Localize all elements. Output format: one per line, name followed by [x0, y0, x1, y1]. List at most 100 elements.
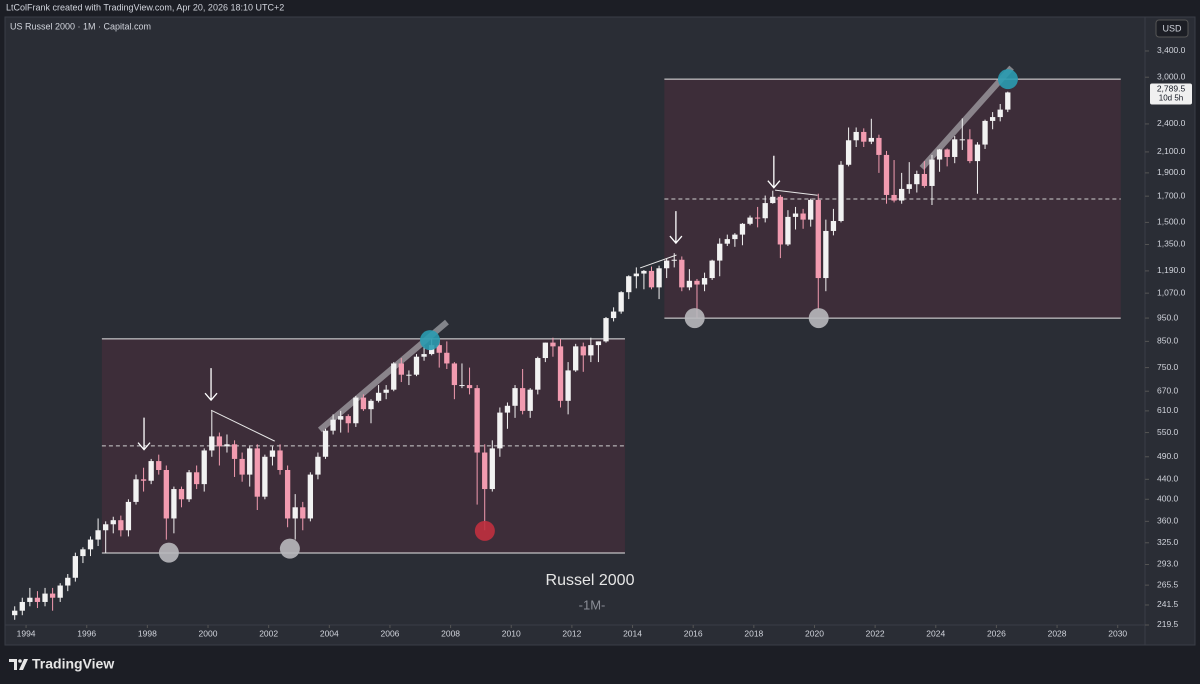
x-tick-label: 2022 [866, 628, 885, 638]
marker-circle [158, 542, 179, 563]
y-tick-label: 265.5 [1157, 579, 1179, 589]
plot-area [12, 65, 1121, 620]
brand-name[interactable]: TradingView [32, 656, 114, 672]
candle-body [459, 385, 465, 387]
candle-body [133, 479, 139, 502]
candle-body [861, 131, 867, 142]
candle-body [754, 217, 761, 219]
arrow [137, 417, 151, 451]
candle-body [815, 199, 821, 279]
candle-body [580, 346, 586, 356]
candle-body [906, 184, 912, 189]
candle-body [853, 131, 859, 141]
candle-body [292, 507, 298, 519]
candle-body [269, 450, 276, 457]
y-tick-label: 400.0 [1157, 494, 1179, 504]
y-tick-label: 1,190.0 [1157, 265, 1186, 275]
candle-body [595, 341, 602, 346]
y-tick-label: 750.0 [1157, 362, 1179, 372]
candle-body [519, 388, 526, 411]
candle-body [42, 593, 48, 602]
arrow [767, 155, 781, 189]
candle-body [982, 120, 988, 145]
candle-body [27, 597, 33, 602]
candle-body [876, 137, 882, 155]
currency-box[interactable] [1155, 19, 1189, 38]
candle-body [838, 164, 844, 222]
candle-body [663, 260, 670, 269]
candle-body [315, 456, 321, 475]
y-tick-label: 325.0 [1157, 537, 1179, 547]
candle-body [936, 149, 943, 160]
candle-body [641, 270, 647, 274]
currency[interactable]: USD [1162, 23, 1182, 33]
x-tick-label: 2018 [744, 628, 763, 638]
candle-body [671, 259, 677, 261]
marker-circle [684, 308, 705, 329]
candle-body [762, 203, 768, 219]
y-tick-label: 1,350.0 [1157, 239, 1186, 249]
candle-body [914, 173, 920, 185]
x-tick-label: 2008 [441, 628, 460, 638]
y-tick-label: 1,070.0 [1157, 287, 1186, 297]
candle-body [19, 601, 25, 611]
trend-line [210, 409, 275, 442]
last-price-box [1150, 83, 1192, 105]
candle-body [883, 154, 890, 195]
chart-annotation: -1M- [579, 597, 606, 612]
trend-line [774, 189, 818, 196]
candle-body [686, 280, 693, 288]
candle-body [171, 489, 177, 519]
x-tick-label: 2010 [502, 628, 521, 638]
candle-body [216, 436, 223, 447]
x-tick-label: 2020 [805, 628, 824, 638]
candle-body [952, 139, 958, 157]
chart-panel [4, 16, 1196, 646]
candle-body [808, 199, 814, 220]
candle-body [777, 196, 784, 245]
candle-body [300, 507, 306, 519]
logo-icon [9, 659, 28, 670]
x-tick-label: 2028 [1048, 628, 1067, 638]
candle-body [178, 489, 185, 500]
candle-body [1005, 92, 1011, 110]
candle-body [375, 392, 382, 401]
candle-body [899, 188, 905, 201]
candle-body [95, 530, 101, 540]
candle-body [118, 520, 124, 531]
candle-body [823, 230, 829, 279]
candle-body [49, 593, 56, 598]
candle-body [125, 501, 132, 531]
candle-body [633, 273, 639, 277]
y-tick-label: 670.0 [1157, 385, 1179, 395]
candle-body [921, 173, 928, 186]
y-tick-label: 1,900.0 [1157, 167, 1186, 177]
candle-body [610, 311, 617, 319]
candle-body [353, 397, 359, 424]
candle-body [444, 352, 450, 364]
candle-body [140, 479, 147, 481]
y-tick-label: 2,400.0 [1157, 118, 1186, 128]
y-tick-label: 293.0 [1157, 559, 1179, 569]
logo-dot [18, 659, 22, 663]
candle-body [512, 388, 518, 406]
candle-body [239, 458, 245, 475]
candle-body [224, 444, 230, 447]
candle-body [80, 549, 86, 557]
candle-body [997, 109, 1003, 118]
candle-body [482, 452, 488, 490]
candle-body [967, 139, 973, 162]
y-tick-label: 490.0 [1157, 451, 1179, 461]
candle-body [573, 346, 579, 371]
x-tick-label: 2026 [987, 628, 1006, 638]
candle-body [87, 539, 94, 550]
chart-annotation: Russel 2000 [546, 572, 635, 589]
candle-body [474, 388, 480, 453]
candle-body [785, 216, 791, 245]
candle-body [322, 430, 329, 457]
marker-circle [808, 308, 829, 329]
x-tick-label: 2004 [320, 628, 339, 638]
candle-body [12, 610, 18, 616]
candle-body [504, 405, 511, 413]
